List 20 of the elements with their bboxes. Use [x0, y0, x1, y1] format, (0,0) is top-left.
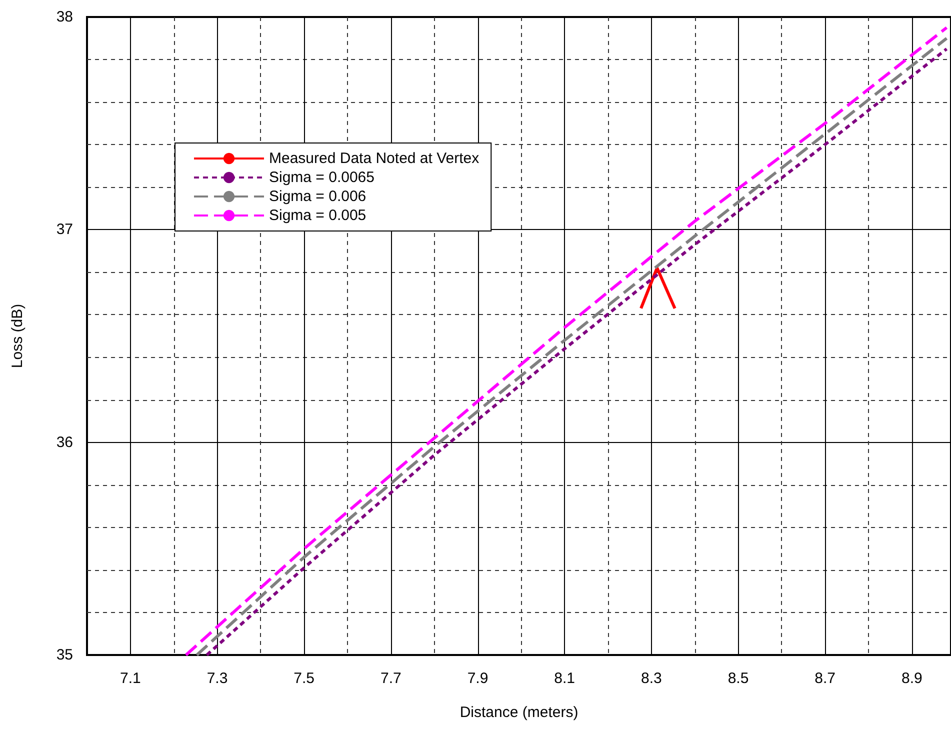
legend-label: Measured Data Noted at Vertex [269, 150, 480, 167]
x-tick-label: 8.5 [728, 670, 749, 687]
x-tick-label: 7.3 [206, 670, 228, 687]
x-tick-label: 7.5 [294, 670, 315, 687]
y-tick-label: 36 [56, 434, 73, 451]
y-tick-label: 38 [56, 8, 73, 26]
x-tick-label: 7.7 [380, 670, 402, 687]
legend-label: Sigma = 0.0065 [269, 169, 374, 186]
x-tick-label: 8.1 [554, 670, 576, 687]
y-axis-title: Loss (dB) [9, 304, 26, 368]
x-tick-label: 7.9 [467, 670, 488, 687]
x-tick-label: 8.7 [814, 670, 836, 687]
x-axis-title: Distance (meters) [460, 704, 578, 721]
x-tick-label: 8.3 [640, 670, 662, 687]
legend-label: Sigma = 0.006 [269, 188, 366, 205]
y-tick-label: 35 [56, 646, 73, 664]
legend-label: Sigma = 0.005 [269, 207, 366, 224]
y-tick-label: 37 [56, 221, 73, 238]
x-tick-label: 7.1 [120, 670, 141, 687]
x-tick-label: 8.9 [901, 670, 922, 687]
